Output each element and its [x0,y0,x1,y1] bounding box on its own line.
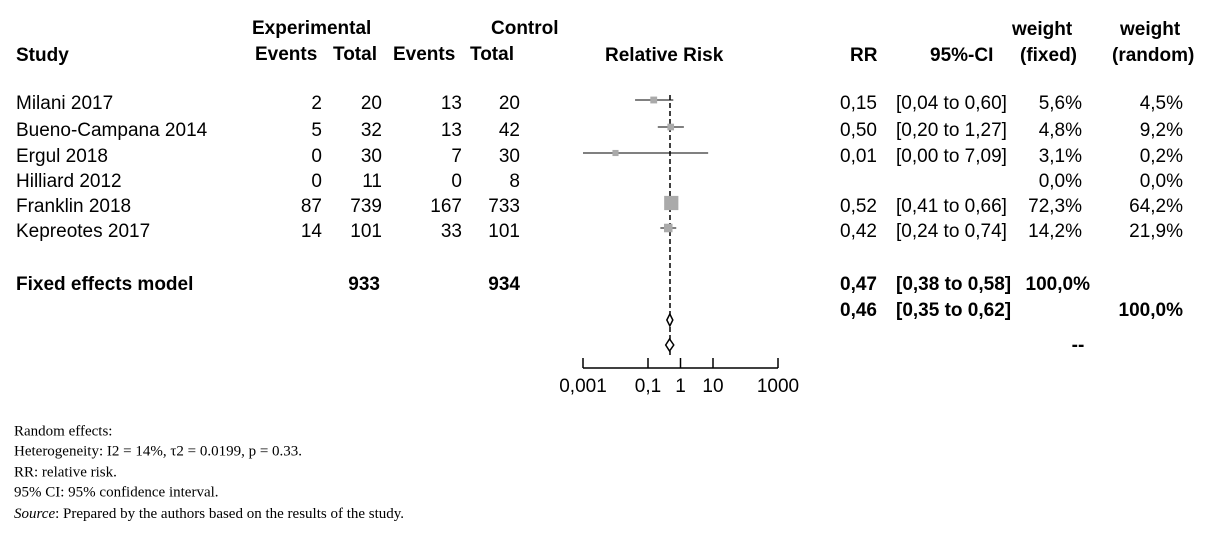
tick-label: 10 [702,376,723,397]
header: (random) [1112,45,1194,66]
cell: 72,3% [1028,196,1082,217]
cell: [0,20 to 1,27] [896,120,1007,141]
header: RR [850,45,878,66]
note: RR: relative risk. [14,464,117,480]
header: Total [333,44,377,65]
tick-label: 1000 [757,376,799,397]
cell: Bueno-Campana 2014 [16,120,208,141]
note: Random effects: [14,423,112,439]
header: Control [491,18,559,39]
cell: 4,8% [1039,120,1082,141]
cell: 0,0% [1140,171,1183,192]
cell: 0 [311,146,322,167]
cell: [0,41 to 0,66] [896,196,1007,217]
cell: Franklin 2018 [16,196,131,217]
cell: 20 [499,93,520,114]
cell: 0,50 [840,120,877,141]
tick-label: 0,1 [635,376,661,397]
cell: 7 [451,146,462,167]
cell: [0,35 to 0,62] [896,300,1011,321]
header: Study [16,45,69,66]
cell: 0,42 [840,221,877,242]
cell: 5 [311,120,322,141]
cell: 0,01 [840,146,877,167]
cell: 0,47 [840,274,877,295]
header: Relative Risk [605,45,724,66]
cell: 0,52 [840,196,877,217]
header: (fixed) [1020,45,1077,66]
note: Heterogeneity: I2 = 14%, τ2 = 0.0199, p … [14,443,302,459]
cell: 739 [350,196,382,217]
header: 95%-CI [930,45,993,66]
cell: 0,15 [840,93,877,114]
cell: 14,2% [1028,221,1082,242]
cell: Ergul 2018 [16,146,108,167]
cell: 733 [488,196,520,217]
cell: 0,46 [840,300,877,321]
cell: Hilliard 2012 [16,171,122,192]
cell: [0,38 to 0,58] [896,274,1011,295]
tick-label: 1 [675,376,686,397]
cell: 20 [361,93,382,114]
cell: 0,0% [1039,171,1082,192]
tick-label: 0,001 [559,376,607,397]
cell: 5,6% [1039,93,1082,114]
cell: 0 [451,171,462,192]
cell: 167 [430,196,462,217]
source-text: : Prepared by the authors based on the r… [55,506,404,522]
cell: 87 [301,196,322,217]
effect-marker [650,96,658,104]
cell: 101 [488,221,520,242]
cell: 934 [488,274,520,295]
header: Events [255,44,317,65]
cell: [0,24 to 0,74] [896,221,1007,242]
cell: 0 [311,171,322,192]
note: 95% CI: 95% confidence interval. [14,484,219,500]
cell: 30 [499,146,520,167]
header: weight [1011,19,1073,40]
cell: 11 [362,171,382,192]
header: Events [393,44,455,65]
cell: 101 [350,221,382,242]
cell: [0,04 to 0,60] [896,93,1007,114]
effect-marker [667,123,675,131]
cell: 3,1% [1039,146,1082,167]
cell: 32 [361,120,382,141]
summary-diamond [666,312,674,328]
cell: 14 [301,221,323,242]
effect-marker [664,195,679,211]
cell: 4,5% [1140,93,1183,114]
cell: 100,0% [1119,300,1184,321]
summary-diamond [664,337,675,353]
cell: Fixed effects model [16,274,193,295]
effect-marker [663,223,673,233]
cell: 13 [441,93,462,114]
cell: 9,2% [1140,120,1183,141]
cell: 100,0% [1026,274,1091,295]
cell: 42 [499,120,520,141]
cell: 30 [361,146,382,167]
cell: Milani 2017 [16,93,113,114]
cell: -- [1072,335,1085,356]
cell: 8 [509,171,520,192]
cell: 64,2% [1129,196,1183,217]
effect-marker [612,149,619,157]
cell: 2 [311,93,322,114]
header: weight [1119,19,1181,40]
cell: 933 [348,274,380,295]
header: Experimental [252,18,371,39]
cell: 21,9% [1129,221,1183,242]
cell: 0,2% [1140,146,1183,167]
cell: 13 [441,120,462,141]
cell: [0,00 to 7,09] [896,146,1007,167]
note: Source: Prepared by the authors based on… [14,506,404,522]
source-label: Source [14,506,55,522]
cell: Kepreotes 2017 [16,221,150,242]
header: Total [470,44,514,65]
cell: 33 [441,221,462,242]
